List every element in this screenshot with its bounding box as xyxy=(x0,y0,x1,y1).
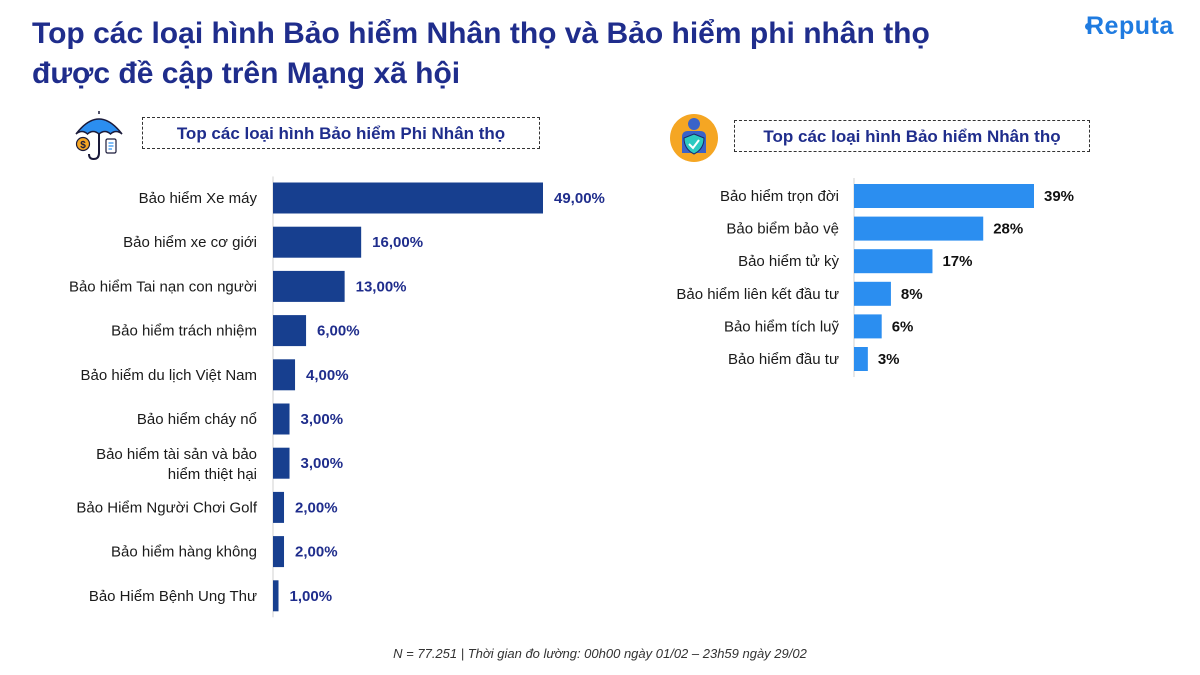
bar xyxy=(273,182,543,214)
data-label: 3% xyxy=(878,351,900,368)
category-label: Bảo hiểm tích luỹ xyxy=(724,318,840,335)
data-label: 17% xyxy=(942,253,972,270)
bar xyxy=(273,491,285,523)
bar xyxy=(854,314,882,339)
category-label: Bảo hiểm cháy nổ xyxy=(137,411,257,428)
category-label: Bảo hiểm trách nhiệm xyxy=(111,323,257,340)
data-label: 6% xyxy=(892,318,914,335)
category-label: Bảo biểm bảo vệ xyxy=(726,221,839,238)
bar xyxy=(273,315,307,347)
category-label: Bảo Hiểm Bệnh Ung Thư xyxy=(89,588,257,605)
data-label: 1,00% xyxy=(290,588,333,605)
data-label: 2,00% xyxy=(295,544,338,561)
bar xyxy=(273,226,362,258)
category-label: Bảo hiểm du lịch Việt Nam xyxy=(81,367,257,384)
life-insurance-bar-chart: Bảo hiểm trọn đời 39% Bảo biểm bảo vệ 28% Bả… xyxy=(676,178,1074,377)
bar xyxy=(854,184,1034,208)
data-label: 2,00% xyxy=(295,499,338,516)
category-label: Bảo hiểm xe cơ giới xyxy=(123,234,257,251)
bar xyxy=(273,536,285,568)
data-label: 39% xyxy=(1044,188,1074,205)
category-label: Bảo hiểm hàng không xyxy=(111,544,257,561)
category-label: Bảo hiểm trọn đời xyxy=(720,188,839,205)
category-label: Bảo hiểm tử kỳ xyxy=(738,253,839,270)
data-label: 13,00% xyxy=(356,278,407,295)
logo-dot-icon xyxy=(1085,23,1092,30)
category-label: Bảo hiểm đầu tư xyxy=(728,351,839,368)
bar xyxy=(854,249,933,274)
logo-text: Reputa xyxy=(1086,12,1174,40)
brand-logo: Reputa xyxy=(1085,12,1174,41)
bar xyxy=(854,281,891,306)
bar xyxy=(273,359,296,391)
data-label: 16,00% xyxy=(372,234,423,251)
data-label: 28% xyxy=(993,221,1023,238)
category-label: Bảo Hiểm Người Chơi Golf xyxy=(76,499,257,516)
umbrella-insurance-icon: $ xyxy=(75,111,123,161)
page-title-line-2: được đề cập trên Mạng xã hội xyxy=(32,57,461,90)
data-label: 3,00% xyxy=(301,411,344,428)
bar xyxy=(273,403,290,435)
bar xyxy=(273,270,345,302)
category-label: Bảo hiểm Xe máy xyxy=(139,190,258,207)
data-label: 49,00% xyxy=(554,190,605,207)
page-title-line-1: Top các loại hình Bảo hiểm Nhân thọ và B… xyxy=(32,17,930,50)
bar xyxy=(854,347,868,371)
data-label: 6,00% xyxy=(317,323,360,340)
life-chart-title: Top các loại hình Bảo hiểm Nhân thọ xyxy=(734,120,1090,152)
data-label: 3,00% xyxy=(301,455,344,472)
svg-text:$: $ xyxy=(80,140,86,151)
footnote: N = 77.251 | Thời gian đo lường: 00h00 n… xyxy=(393,646,807,661)
data-label: 8% xyxy=(901,286,923,303)
person-shield-icon xyxy=(670,114,718,162)
bar xyxy=(854,216,984,241)
data-label: 4,00% xyxy=(306,367,349,384)
non-life-chart-title: Top các loại hình Bảo hiểm Phi Nhân thọ xyxy=(142,117,540,149)
category-label: Bảo hiểm liên kết đầu tư xyxy=(676,286,839,303)
category-label: Bảo hiểm tài sản và bảo hiểm thiệt hại xyxy=(96,446,257,483)
non-life-insurance-bar-chart: Bảo hiểm Xe máy 49,00% Bảo hiểm xe cơ giới… xyxy=(69,176,605,618)
page-title: Top các loại hình Bảo hiểm Nhân thọ và B… xyxy=(32,14,1032,94)
category-label: Bảo hiểm Tai nạn con người xyxy=(69,278,257,295)
bar xyxy=(273,447,290,479)
bar xyxy=(273,580,279,612)
